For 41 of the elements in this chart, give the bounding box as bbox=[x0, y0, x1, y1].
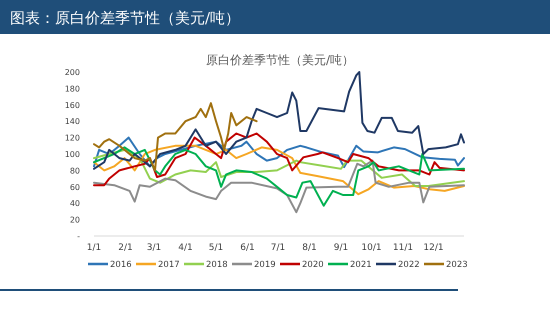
x-tick-label: 8/1 bbox=[302, 243, 317, 253]
y-tick-label: - bbox=[77, 232, 80, 241]
legend-label: 2019 bbox=[254, 260, 276, 270]
x-tick-label: 3/1 bbox=[146, 243, 162, 253]
y-tick-label: 120 bbox=[64, 134, 80, 143]
x-tick-label: 6/1 bbox=[240, 243, 255, 253]
line-series bbox=[93, 71, 465, 170]
y-tick-label: 80 bbox=[70, 166, 80, 176]
x-tick-label: 12/1 bbox=[423, 243, 444, 253]
line-series bbox=[93, 136, 465, 168]
y-tick-label: 140 bbox=[64, 117, 80, 126]
y-tick-label: 40 bbox=[70, 199, 80, 208]
legend-label: 2021 bbox=[350, 260, 372, 270]
line-series bbox=[93, 146, 465, 207]
line-series bbox=[93, 148, 465, 187]
x-tick-label: 10/1 bbox=[361, 243, 382, 253]
legend-label: 2023 bbox=[446, 260, 468, 270]
legend-label: 2016 bbox=[110, 260, 132, 270]
y-tick-label: 160 bbox=[64, 100, 80, 110]
x-tick-label: 1/1 bbox=[86, 243, 102, 253]
legend-label: 2018 bbox=[206, 260, 228, 270]
line-series bbox=[93, 102, 258, 172]
legend-label: 2020 bbox=[302, 260, 324, 270]
y-tick-label: 100 bbox=[64, 150, 80, 159]
x-tick-label: 11/1 bbox=[392, 243, 414, 253]
x-tick-label: 4/1 bbox=[178, 243, 193, 253]
legend-label: 2017 bbox=[158, 260, 180, 270]
y-tick-label: 200 bbox=[64, 68, 80, 77]
y-tick-label: 180 bbox=[64, 84, 80, 94]
line-series bbox=[93, 132, 465, 186]
line-series bbox=[93, 160, 465, 214]
y-tick-label: 60 bbox=[70, 182, 80, 192]
chart-subtitle: 原白价差季节性（美元/吨） bbox=[206, 53, 354, 67]
x-tick-label: 5/1 bbox=[208, 243, 224, 253]
x-tick-label: 7/1 bbox=[270, 243, 286, 253]
y-tick-label: 20 bbox=[70, 216, 80, 225]
line-series bbox=[93, 144, 465, 196]
legend-label: 2022 bbox=[398, 260, 420, 270]
chart-title: 图表：原白价差季节性（美元/吨） bbox=[10, 9, 240, 27]
x-tick-label: 9/1 bbox=[334, 243, 348, 253]
x-tick-label: 2/1 bbox=[118, 243, 133, 253]
